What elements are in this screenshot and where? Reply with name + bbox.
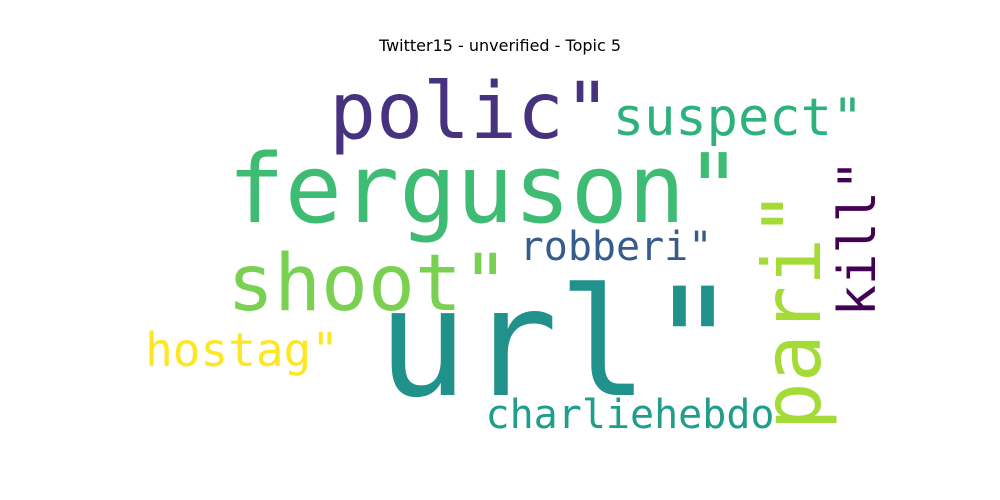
word-1: ferguson": [228, 135, 743, 245]
word-3: shoot": [227, 239, 509, 329]
word-4: suspect": [613, 88, 863, 148]
word-8: hostag": [145, 323, 339, 377]
word-9: charliehebdo: [486, 392, 775, 438]
word-2: polic": [329, 67, 611, 157]
word-7: robberi": [520, 224, 713, 270]
chart-title: Twitter15 - unverified - Topic 5: [378, 36, 622, 55]
word-5: pari": [746, 190, 839, 431]
word-6: kill": [828, 160, 888, 317]
words-layer: url" ferguson"polic" shoot" suspect" pari"ki…: [145, 67, 888, 438]
word-0: url": [377, 257, 738, 431]
